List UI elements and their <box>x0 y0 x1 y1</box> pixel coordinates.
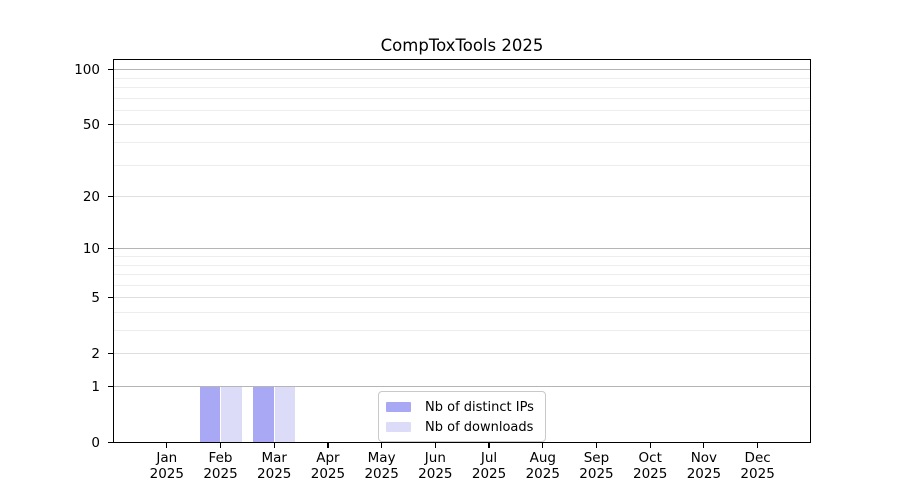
y-tick-label: 20 <box>82 188 100 205</box>
x-axis-tick <box>219 442 222 448</box>
x-tick-label: Aug 2025 <box>513 450 573 482</box>
x-tick-label-year: 2025 <box>525 465 560 482</box>
x-tick-label-month: Mar <box>261 450 287 466</box>
y-tick-label: 50 <box>82 116 100 133</box>
y-axis-tick <box>108 441 113 444</box>
x-axis-tick <box>166 442 168 448</box>
gridline-major <box>114 353 810 355</box>
x-tick-label-month: Oct <box>638 450 662 466</box>
x-tick-label-year: 2025 <box>740 465 775 482</box>
y-tick-label: 5 <box>91 289 100 306</box>
x-axis-tick <box>273 442 275 448</box>
legend-label: Nb of downloads <box>425 419 534 435</box>
gridline-major <box>114 386 810 387</box>
legend: Nb of distinct IPs Nb of downloads <box>378 391 546 442</box>
x-tick-label: Nov 2025 <box>674 450 734 482</box>
x-tick-label: Mar 2025 <box>244 450 304 482</box>
gridline-minor <box>114 311 810 313</box>
x-tick-label-month: Dec <box>744 450 771 466</box>
gridline-minor <box>114 164 810 166</box>
x-tick-label: Sep 2025 <box>566 450 626 482</box>
y-axis-tick <box>108 385 113 388</box>
x-axis-tick <box>595 442 598 448</box>
gridline-minor <box>114 142 810 143</box>
legend-swatch <box>386 422 411 432</box>
x-axis-tick <box>542 442 544 448</box>
y-axis-tick <box>108 195 113 198</box>
x-tick-label-month: Aug <box>529 450 556 466</box>
x-tick-label-year: 2025 <box>633 465 668 482</box>
x-tick-label: May 2025 <box>352 450 412 482</box>
x-axis-tick <box>703 442 705 448</box>
x-tick-label: Jan 2025 <box>137 450 197 482</box>
x-tick-label-year: 2025 <box>310 465 346 482</box>
x-tick-label: Feb 2025 <box>191 450 251 482</box>
x-tick-label-month: Jun <box>424 450 446 466</box>
x-tick-label-year: 2025 <box>364 465 399 482</box>
x-tick-label: Dec 2025 <box>728 450 788 482</box>
x-tick-label: Jun 2025 <box>405 450 465 482</box>
y-tick-label: 10 <box>82 240 100 257</box>
gridline-minor <box>114 87 810 88</box>
y-axis-tick <box>108 297 113 299</box>
gridline-minor <box>114 264 810 266</box>
x-axis-tick <box>327 442 329 448</box>
plot-border <box>113 58 811 443</box>
gridline-major <box>114 297 810 299</box>
y-axis-tick <box>108 248 113 250</box>
chart-title: CompToxTools 2025 <box>380 36 544 55</box>
x-tick-label-month: Nov <box>690 450 718 466</box>
gridline-minor <box>114 97 810 99</box>
x-tick-label-year: 2025 <box>418 465 453 482</box>
x-tick-label-year: 2025 <box>471 465 507 482</box>
x-axis-tick <box>757 442 759 448</box>
x-tick-label-year: 2025 <box>149 465 184 482</box>
gridline-minor <box>114 330 810 331</box>
x-tick-label: Apr 2025 <box>298 450 358 482</box>
gridline-minor <box>114 274 810 276</box>
y-axis-tick <box>108 69 113 71</box>
x-tick-label: Jul 2025 <box>459 450 519 482</box>
y-tick-label: 100 <box>74 61 100 78</box>
y-tick-label: 0 <box>91 434 100 451</box>
y-axis-tick <box>108 353 113 355</box>
gridline-major <box>114 248 810 250</box>
x-tick-label-month: Jul <box>480 450 498 466</box>
x-tick-label-year: 2025 <box>686 465 722 482</box>
legend-label: Nb of distinct IPs <box>425 399 534 415</box>
gridline-minor <box>114 109 810 111</box>
x-tick-label: Oct 2025 <box>620 450 680 482</box>
x-axis-tick <box>434 442 436 448</box>
bar-downloads <box>274 386 296 443</box>
gridline-major <box>114 124 810 126</box>
x-tick-label-month: Apr <box>316 450 340 466</box>
x-tick-label-month: May <box>367 450 396 466</box>
x-tick-label-year: 2025 <box>203 465 238 482</box>
bar-downloads <box>221 386 242 443</box>
bar-distinct-ips <box>199 386 220 443</box>
y-axis-tick <box>108 124 113 126</box>
gridline-major <box>114 196 810 198</box>
x-axis-tick <box>488 442 490 448</box>
gridline-minor <box>114 284 810 286</box>
legend-swatch <box>386 402 411 412</box>
legend-item: Nb of distinct IPs <box>386 397 534 417</box>
x-tick-label-month: Jan <box>156 450 178 466</box>
bar-distinct-ips <box>253 386 274 443</box>
y-tick-label: 1 <box>91 378 100 395</box>
x-tick-label-year: 2025 <box>257 465 292 482</box>
y-tick-label: 2 <box>91 345 100 362</box>
x-tick-label-month: Sep <box>583 450 610 466</box>
x-tick-label-month: Feb <box>208 450 233 466</box>
gridline-minor <box>114 77 810 79</box>
legend-item: Nb of downloads <box>386 417 534 437</box>
x-tick-label-year: 2025 <box>579 465 614 482</box>
gridline-major <box>114 69 810 71</box>
x-axis-tick <box>649 442 651 448</box>
x-axis-tick <box>381 442 383 448</box>
gridline-minor <box>114 255 810 257</box>
